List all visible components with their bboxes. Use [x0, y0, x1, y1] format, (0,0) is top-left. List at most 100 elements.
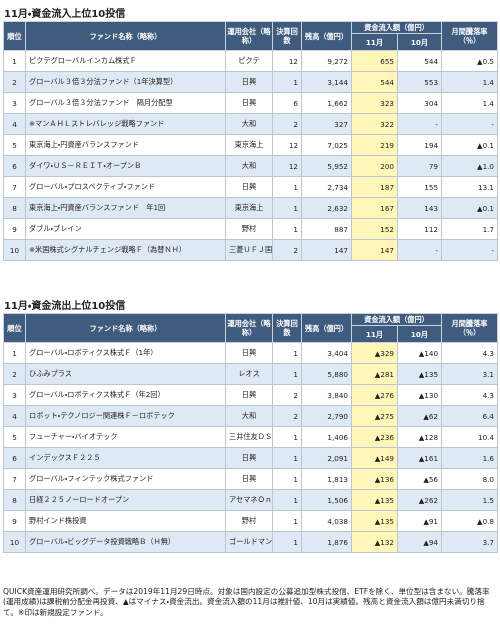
table-row: 6 ダイワ・ＵＳ－ＲＥＩＴ・オープンＢ 大和 12 5,952 200 79 ▲1.0: [3, 155, 499, 177]
table-cell: 5: [3, 134, 26, 156]
table-cell: 2,632: [301, 197, 352, 219]
table-cell: 10: [3, 531, 26, 553]
table-cell: -: [441, 113, 499, 135]
table-cell: ▲161: [396, 447, 443, 469]
table-cell: 1: [272, 531, 302, 553]
table-row: 10 グローバル・ビッグデータ投資戦略Ｂ（Ｈ無） ゴールドマン 1 1,876 ▲132 ▲…: [3, 531, 499, 553]
table-cell: 1,813: [301, 468, 352, 490]
table-cell: ▲136: [351, 468, 398, 490]
table-cell: ▲130: [396, 384, 443, 406]
column-header: 10月: [396, 33, 443, 51]
table-cell: 1.4: [441, 71, 499, 93]
table-cell: 1: [272, 447, 302, 469]
table-cell: 1: [272, 218, 302, 240]
column-header: 運用会社（略称）: [225, 21, 273, 51]
table-cell: 9,272: [301, 50, 352, 72]
table-cell: 152: [351, 218, 398, 240]
table-cell: 155: [396, 176, 443, 198]
table-cell: 2: [3, 71, 26, 93]
table-cell: -: [396, 113, 443, 135]
table-cell: 7: [3, 176, 26, 198]
table-cell: 3,840: [301, 384, 352, 406]
table-cell: インデックスＦ２２５: [25, 447, 226, 469]
table-cell: ▲140: [396, 342, 443, 364]
table-cell: ピクテ: [225, 50, 273, 72]
table-cell: ▲128: [396, 426, 443, 448]
table-cell: 147: [351, 239, 398, 261]
table-row: 10※米国株式シグナルチェンジ戦略Ｆ（為替ＮＨ）三菱ＵＦＪ国際2147147--: [3, 239, 499, 261]
outflow-table: 順位 ファンド名称（略称） 運用会社（略称） 決算回数 残高（億円） 資金流入額（億円）月…: [3, 313, 499, 553]
table-cell: 1: [272, 489, 302, 511]
table-cell: 日興: [225, 92, 273, 114]
table-cell: 1: [272, 468, 302, 490]
table-cell: 194: [396, 134, 443, 156]
column-header: ファンド名称（略称）: [25, 313, 226, 343]
column-header: 決算回数: [272, 21, 302, 51]
table-cell: 5,880: [301, 363, 352, 385]
table-cell: 1: [272, 510, 302, 532]
column-header: 順位: [3, 21, 26, 51]
table-cell: 1,876: [301, 531, 352, 553]
table-cell: 544: [396, 50, 443, 72]
table-cell: 3.7: [441, 531, 499, 553]
table-cell: 1: [272, 197, 302, 219]
table-cell: ひふみプラス: [25, 363, 226, 385]
table-cell: 東京海上: [225, 197, 273, 219]
table-cell: 大和: [225, 405, 273, 427]
column-header: 月間騰落率（％）: [441, 21, 499, 51]
table-cell: 2: [3, 363, 26, 385]
table-cell: 1: [3, 50, 26, 72]
table-cell: ▲1.0: [441, 155, 499, 177]
table-cell: 9: [3, 218, 26, 240]
table-cell: ロボット・テクノロジー関連株Ｆ－ロボテック: [25, 405, 226, 427]
table-row: 4 ※マンＡＨＬストレバレッジ戦略ファンド 大和 2 327 322- -: [3, 113, 499, 135]
table-cell: 187: [351, 176, 398, 198]
column-header: 残高（億円）: [301, 21, 352, 51]
header-row: 11月 10月: [4, 33, 498, 51]
table-cell: ピクテグローバルインカム株式Ｆ: [25, 50, 226, 72]
table-cell: 3: [3, 92, 26, 114]
table-cell: 1,662: [301, 92, 352, 114]
table-cell: 1: [272, 342, 302, 364]
table-row: 3 グローバル・ロボティクス株式Ｆ（年2回） 日興 2 3,840 ▲276 ▲130 4.3: [3, 384, 499, 406]
table-cell: ※米国株式シグナルチェンジ戦略Ｆ（為替ＮＨ）: [25, 239, 226, 261]
table-cell: ▲135: [351, 489, 398, 511]
table-cell: 322: [351, 113, 398, 135]
table-cell: 三菱ＵＦＪ国際: [225, 239, 273, 261]
table-cell: 2: [272, 384, 302, 406]
table-cell: 日興: [225, 176, 273, 198]
table-cell: 143: [396, 197, 443, 219]
table-row: 6 インデックスＦ２２５ 日興 1 2,091 ▲149 ▲161 1.6: [3, 447, 499, 469]
table-cell: 12: [272, 134, 302, 156]
table-cell: 4.3: [441, 384, 499, 406]
table-cell: 112: [396, 218, 443, 240]
table-row: 1 ピクテグローバルインカム株式Ｆ ピクテ 12 9,272 655 544 ▲0.5: [3, 50, 499, 72]
table-cell: フューチャー・バイオテック: [25, 426, 226, 448]
table-cell: -: [396, 239, 443, 261]
table-cell: 3,144: [301, 71, 352, 93]
table-cell: 3.1: [441, 363, 499, 385]
table-cell: 大和: [225, 155, 273, 177]
table-cell: 200: [351, 155, 398, 177]
table-cell: ダブル・ブレイン: [25, 218, 226, 240]
table-cell: ▲281: [351, 363, 398, 385]
table-cell: 12: [272, 50, 302, 72]
table-cell: 4: [3, 405, 26, 427]
column-header: 資金流入額（億円）: [350, 313, 443, 326]
table-cell: 1: [272, 363, 302, 385]
table-cell: レオス: [225, 363, 273, 385]
table-cell: 1: [3, 342, 26, 364]
table-cell: ※マンＡＨＬストレバレッジ戦略ファンド: [25, 113, 226, 135]
table-cell: ▲0.5: [441, 50, 499, 72]
table-row: 2 ひふみプラス レオス 1 5,880 ▲281 ▲135 3.1: [3, 363, 499, 385]
table-cell: 2,790: [301, 405, 352, 427]
table-cell: 6: [3, 447, 26, 469]
table-cell: 6: [272, 92, 302, 114]
column-header: 順位: [3, 313, 26, 343]
table-cell: 147: [301, 239, 352, 261]
column-header: ファンド名称（略称）: [25, 21, 226, 51]
table-cell: 日興: [225, 447, 273, 469]
table-cell: 日経２２５ノーロードオープン: [25, 489, 226, 511]
column-header: 決算回数: [272, 313, 302, 343]
